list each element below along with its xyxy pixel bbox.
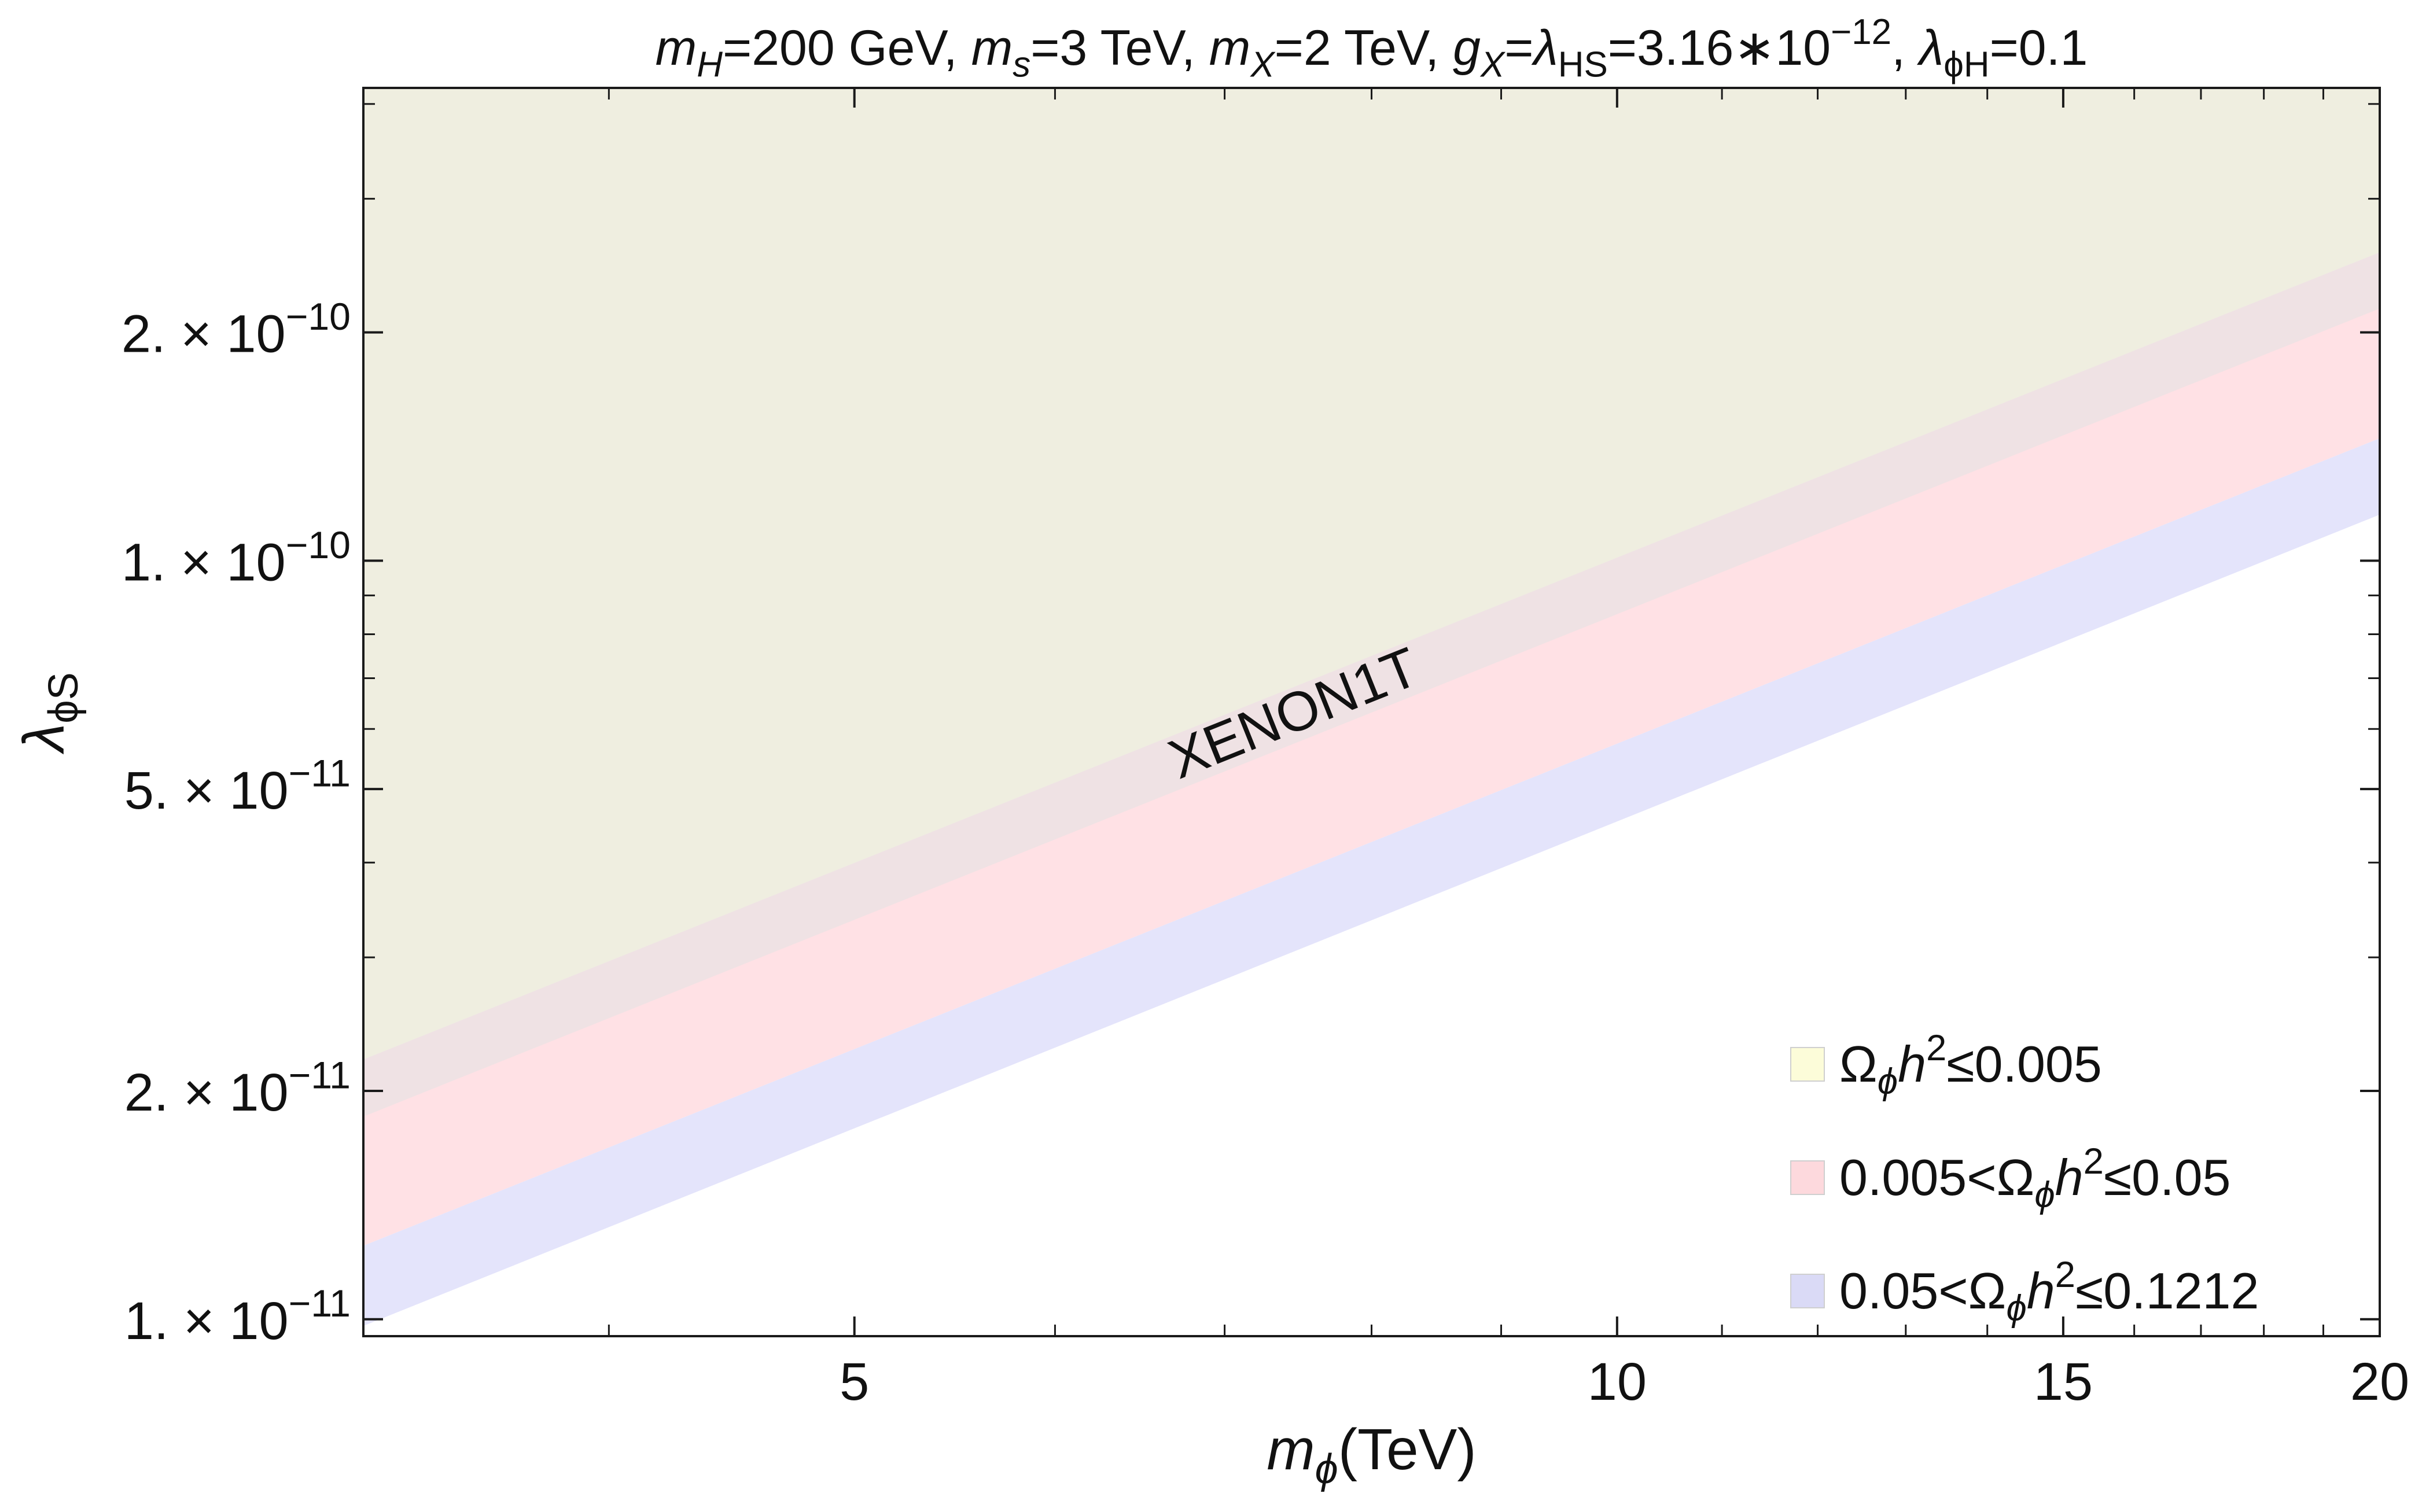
x-tick-label: 15 <box>2034 1352 2093 1411</box>
legend-label: 0.05<Ωϕh2≤0.1212 <box>1839 1255 2259 1329</box>
chart-title: mH=200 GeV, ms=3 TeV, mX=2 TeV, gX=λHS=3… <box>656 12 2088 85</box>
legend: Ωϕh2≤0.005 0.005<Ωϕh2≤0.05 0.05<Ωϕh2≤0.121… <box>1790 1028 2259 1329</box>
y-tick-label: 5. × 10−11 <box>124 753 351 821</box>
axis-ticks <box>363 88 2381 1336</box>
y-tick-label: 1. × 10−11 <box>124 1282 351 1351</box>
legend-swatch <box>1790 1160 1825 1195</box>
y-tick-label: 2. × 10−10 <box>122 296 351 364</box>
x-tick-label: 10 <box>1588 1352 1647 1411</box>
region-2 <box>363 438 2380 1326</box>
x-axis-label: mϕ(TeV) <box>1267 1417 1476 1492</box>
legend-label: Ωϕh2≤0.005 <box>1839 1028 2102 1102</box>
plot-regions <box>363 88 2380 1326</box>
y-axis-label: λϕS <box>12 672 87 755</box>
exclusion-xenon1t-0 <box>363 88 2380 1117</box>
y-tick-label: 2. × 10−11 <box>124 1054 351 1122</box>
x-tick-label: 20 <box>2350 1352 2409 1411</box>
legend-label: 0.005<Ωϕh2≤0.05 <box>1839 1141 2230 1215</box>
y-tick-label: 1. × 10−10 <box>122 524 351 592</box>
legend-swatch <box>1790 1274 1825 1308</box>
x-tick-label: 5 <box>840 1352 869 1411</box>
tick-labels: 5 10 15 20 1. × 10−11 2. × 10−11 5. × 10−11 1. … <box>122 296 2409 1411</box>
legend-swatch <box>1790 1047 1825 1082</box>
